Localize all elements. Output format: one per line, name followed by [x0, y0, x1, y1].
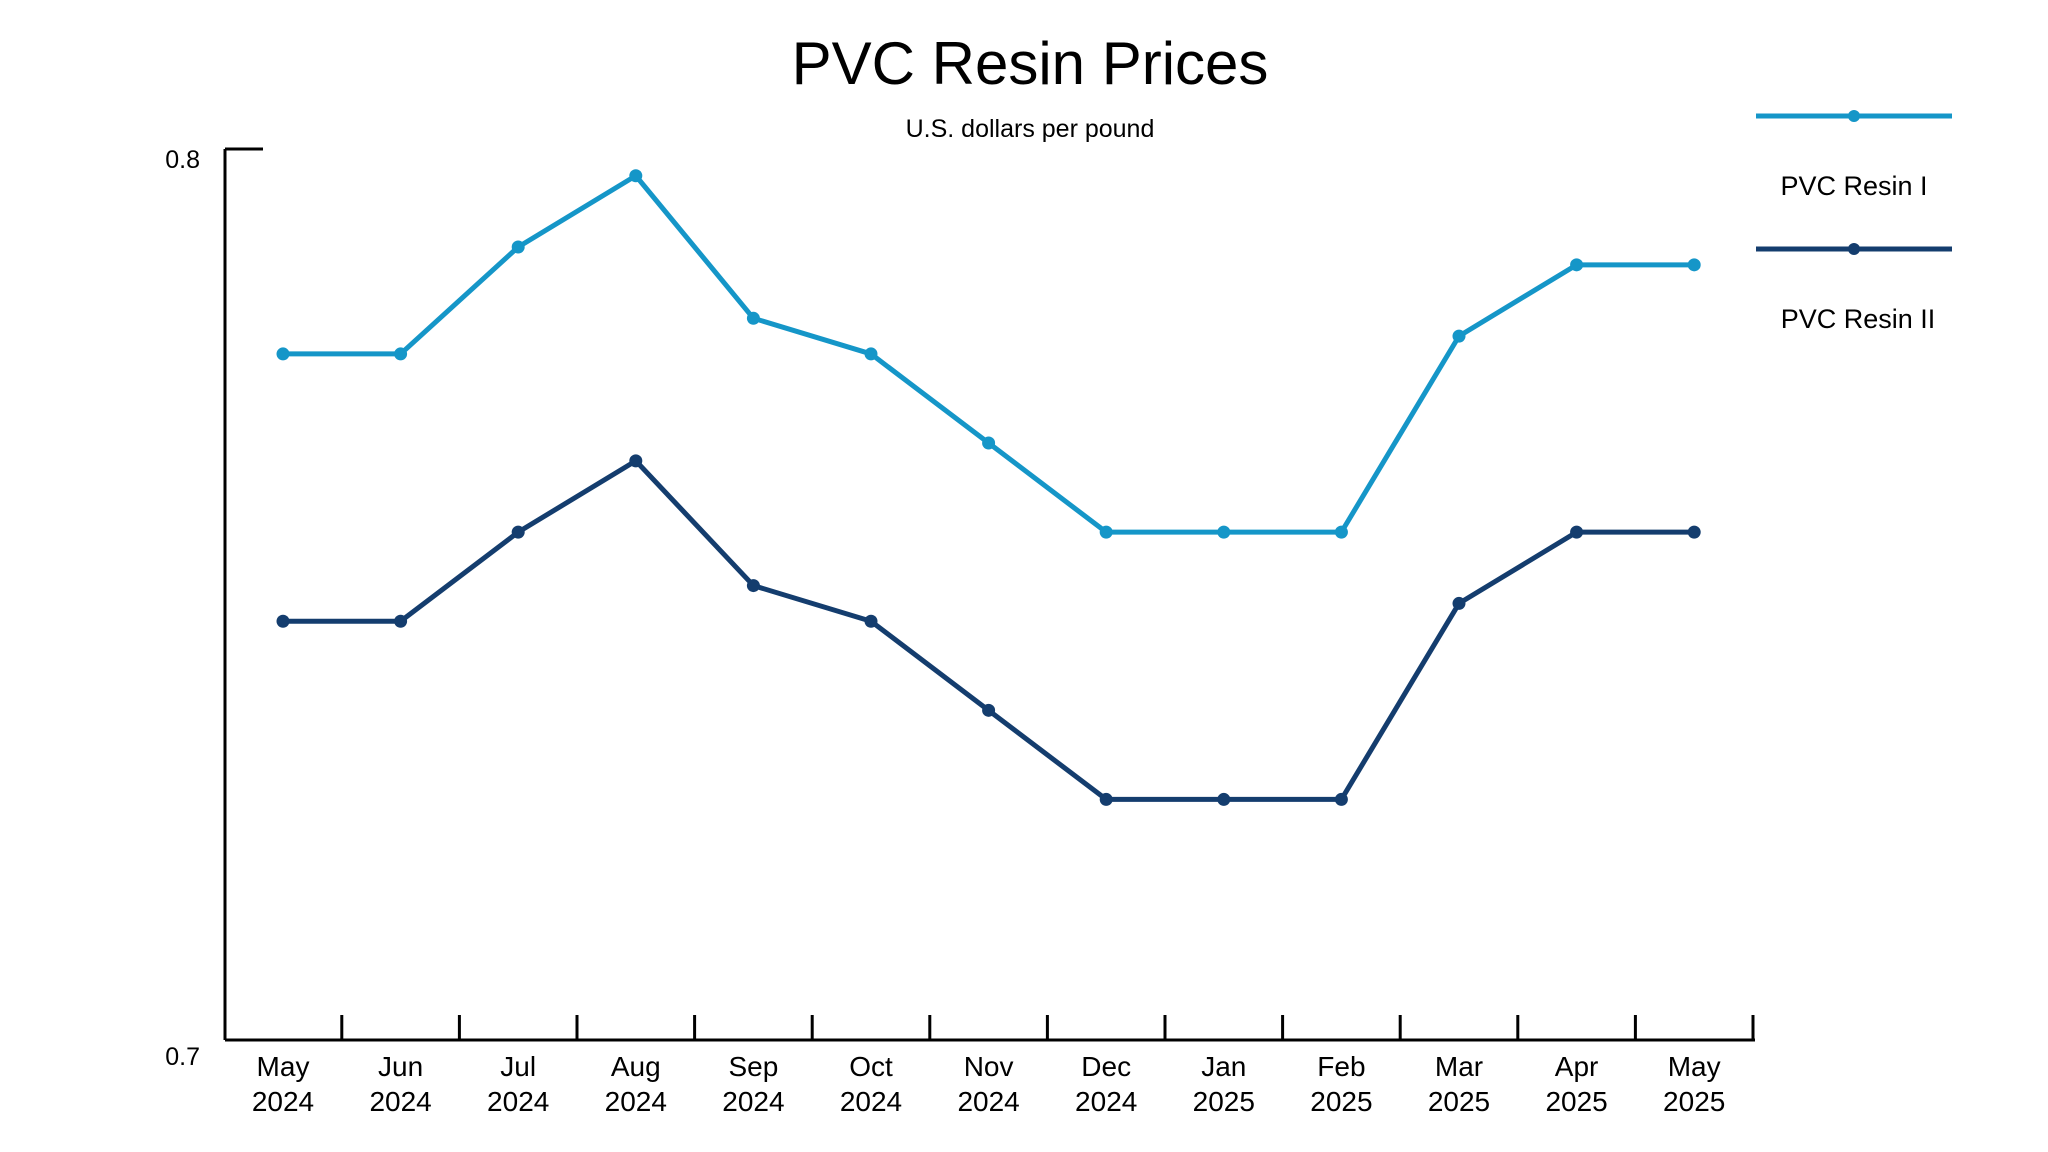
data-point	[511, 240, 525, 254]
x-tick-label: Sep 2024	[722, 1051, 784, 1117]
x-tick-year: 2024	[722, 1086, 784, 1117]
series-line	[283, 173, 1695, 535]
x-tick-label: Feb 2025	[1310, 1051, 1372, 1117]
x-tick-year: 2025	[1310, 1086, 1372, 1117]
x-axis-ticks: May 2024 Jun 2024 Jul 2024 Aug 2024 Sep 2024 Oct 20…	[252, 1015, 1755, 1117]
x-tick-year: 2024	[369, 1086, 431, 1117]
x-tick-label: May 2025	[1663, 1051, 1725, 1117]
axes	[223, 147, 1755, 1042]
data-point	[1452, 329, 1466, 343]
x-tick-label: Aug 2024	[605, 1051, 667, 1117]
data-point	[1687, 525, 1701, 539]
data-point	[276, 347, 290, 361]
data-point	[629, 169, 643, 183]
x-tick-year: 2024	[252, 1086, 314, 1117]
x-tick-month: May	[257, 1051, 310, 1082]
data-point	[1334, 792, 1348, 806]
x-tick-month: Jan	[1201, 1051, 1246, 1082]
x-tick-month: Dec	[1081, 1051, 1131, 1082]
x-tick-label: Dec 2024	[1075, 1051, 1137, 1117]
data-point	[746, 311, 760, 325]
y-tick-label: 0.8	[165, 146, 200, 174]
x-tick-month: Jul	[500, 1051, 536, 1082]
x-tick-label: May 2024	[252, 1051, 314, 1117]
data-point	[1452, 596, 1466, 610]
x-tick-month: May	[1668, 1051, 1721, 1082]
data-point	[1570, 525, 1584, 539]
x-tick-label: Jul 2024	[487, 1051, 549, 1117]
data-point	[864, 614, 878, 628]
x-tick-year: 2025	[1193, 1086, 1255, 1117]
data-point	[276, 614, 290, 628]
data-point	[982, 436, 996, 450]
x-tick-month: Oct	[849, 1051, 893, 1082]
data-point	[1570, 258, 1584, 272]
y-axis-ticks: 0.8 0.7	[165, 146, 200, 1071]
y-tick-label: 0.7	[165, 1043, 200, 1071]
x-tick-year: 2024	[957, 1086, 1019, 1117]
data-point	[394, 614, 408, 628]
data-point	[982, 703, 996, 717]
x-tick-year: 2024	[840, 1086, 902, 1117]
data-point	[1217, 792, 1231, 806]
x-tick-month: Apr	[1555, 1051, 1599, 1082]
x-tick-month: Sep	[728, 1051, 778, 1082]
chart-title: PVC Resin Prices	[792, 30, 1269, 97]
legend: PVC Resin I PVC Resin II	[1756, 110, 1952, 334]
series-layer	[276, 169, 1701, 806]
x-tick-year: 2024	[605, 1086, 667, 1117]
series-pvc-resin-ii	[276, 454, 1701, 806]
data-point	[629, 454, 643, 468]
legend-marker-pvc-resin-i	[1848, 110, 1860, 122]
data-point	[1687, 258, 1701, 272]
legend-marker-pvc-resin-ii	[1848, 243, 1860, 255]
x-tick-month: Feb	[1317, 1051, 1365, 1082]
data-point	[394, 347, 408, 361]
x-tick-year: 2025	[1663, 1086, 1725, 1117]
x-tick-label: Jun 2024	[369, 1051, 431, 1117]
x-tick-year: 2024	[1075, 1086, 1137, 1117]
x-tick-label: Oct 2024	[840, 1051, 902, 1117]
data-point	[1099, 525, 1113, 539]
x-tick-month: Nov	[964, 1051, 1014, 1082]
x-tick-label: Apr 2025	[1545, 1051, 1607, 1117]
data-point	[511, 525, 525, 539]
data-point	[1099, 792, 1113, 806]
x-tick-month: Mar	[1435, 1051, 1483, 1082]
x-tick-year: 2024	[487, 1086, 549, 1117]
legend-label-pvc-resin-i: PVC Resin I	[1780, 171, 1927, 201]
x-tick-label: Jan 2025	[1193, 1051, 1255, 1117]
x-tick-label: Nov 2024	[957, 1051, 1019, 1117]
data-point	[1334, 525, 1348, 539]
legend-label-pvc-resin-ii: PVC Resin II	[1781, 304, 1936, 334]
data-point	[746, 579, 760, 593]
x-tick-year: 2025	[1545, 1086, 1607, 1117]
x-tick-label: Mar 2025	[1428, 1051, 1490, 1117]
x-tick-month: Aug	[611, 1051, 661, 1082]
x-tick-year: 2025	[1428, 1086, 1490, 1117]
x-tick-month: Jun	[378, 1051, 423, 1082]
chart-subtitle: U.S. dollars per pound	[906, 115, 1155, 143]
series-line	[283, 458, 1695, 802]
data-point	[864, 347, 878, 361]
data-point	[1217, 525, 1231, 539]
series-pvc-resin-i	[276, 169, 1701, 539]
